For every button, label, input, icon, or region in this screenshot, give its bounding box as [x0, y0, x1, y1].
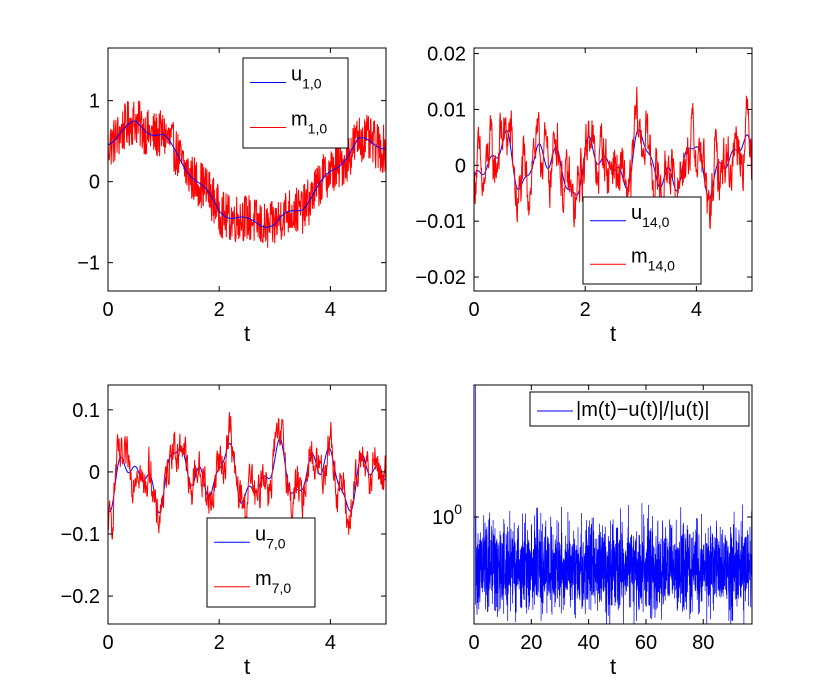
y-tick-label: −0.2 — [61, 586, 100, 608]
plot-area — [474, 86, 752, 235]
panel-3: 0 2 4 t −0.2 −0.1 0 0.1 u7,0m7,0 — [61, 384, 387, 679]
x-tick-label: 4 — [325, 632, 336, 654]
legend: u7,0m7,0 — [206, 517, 316, 608]
y-tick-label: −0.02 — [415, 267, 466, 289]
x-tick-label: 4 — [691, 299, 702, 321]
y-tick-label: 1 — [89, 91, 100, 113]
x-tick-label: 20 — [520, 632, 542, 654]
series-m — [108, 100, 386, 248]
plot-area — [475, 385, 752, 624]
legend-box — [242, 57, 349, 149]
axes-box — [473, 384, 753, 625]
panel-1: 0 2 4 t −1 0 1 u1,0m1,0 — [77, 47, 387, 346]
plot-area — [108, 100, 386, 248]
series-u — [108, 120, 386, 228]
x-axis-label: t — [244, 654, 250, 679]
y-tick-label: 0.1 — [72, 400, 100, 422]
x-tick-label: 0 — [468, 299, 479, 321]
legend-box — [529, 391, 750, 427]
x-tick-label: 60 — [635, 632, 657, 654]
legend-label: |m(t)−u(t)|/|u(t)| — [576, 399, 710, 421]
plot-area — [108, 412, 386, 540]
y-tick-label: 0.02 — [427, 44, 466, 66]
x-axis-label: t — [610, 321, 616, 346]
axes-box — [473, 47, 753, 292]
legend-box — [206, 517, 316, 608]
y-tick-label: −0.01 — [415, 211, 466, 233]
x-axis-label: t — [244, 321, 250, 346]
legend: u1,0m1,0 — [242, 57, 349, 149]
axes-box — [107, 47, 387, 292]
panel-4: 0 20 40 60 80 t 100 |m(t)−u(t)|/|u(t)| — [432, 384, 753, 679]
x-tick-label: 80 — [692, 632, 714, 654]
legend-box — [582, 196, 702, 285]
x-tick-label: 2 — [214, 299, 225, 321]
x-tick-label: 40 — [578, 632, 600, 654]
x-tick-label: 0 — [468, 632, 479, 654]
axes-box — [107, 384, 387, 625]
y-tick-label: 0 — [89, 172, 100, 194]
y-tick-label: 0 — [89, 462, 100, 484]
x-tick-label: 2 — [580, 299, 591, 321]
series-m — [108, 412, 386, 540]
legend: |m(t)−u(t)|/|u(t)| — [529, 391, 750, 427]
y-tick-label: 100 — [432, 501, 462, 529]
y-tick-label: −0.1 — [61, 524, 100, 546]
x-tick-label: 0 — [102, 632, 113, 654]
x-axis-label: t — [610, 654, 616, 679]
y-tick-label: −1 — [77, 253, 100, 275]
series-relative-error — [475, 385, 752, 624]
x-tick-label: 2 — [214, 632, 225, 654]
y-tick-label: 0 — [455, 155, 466, 177]
y-tick-label: 0.01 — [427, 99, 466, 121]
series-m — [474, 86, 752, 235]
x-tick-label: 0 — [102, 299, 113, 321]
x-tick-label: 4 — [325, 299, 336, 321]
